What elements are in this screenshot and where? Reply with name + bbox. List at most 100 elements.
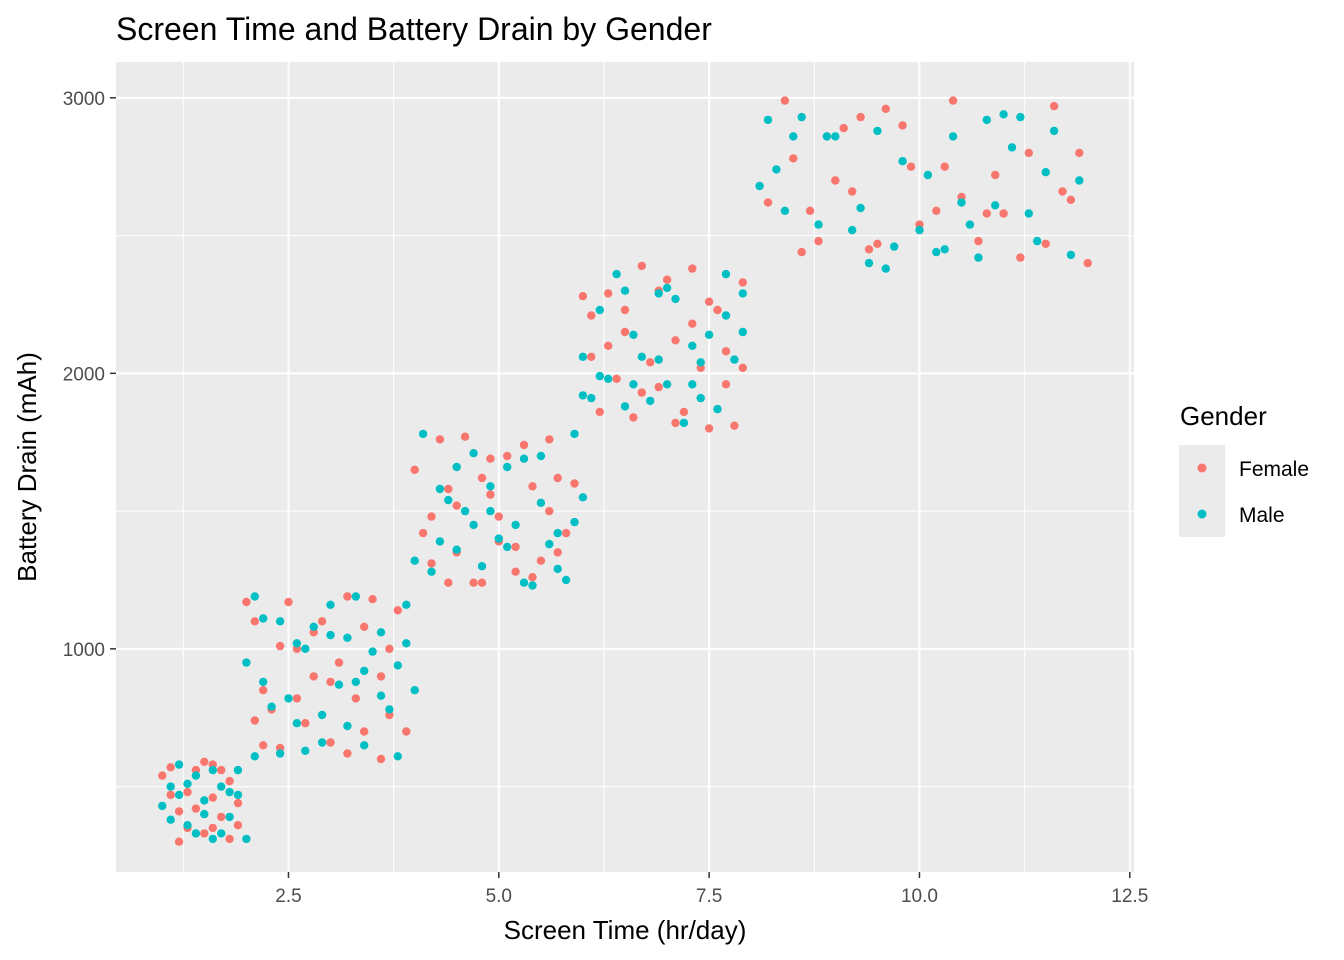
data-point-female: [738, 278, 747, 287]
data-point-female: [620, 305, 630, 315]
data-point-male: [477, 562, 487, 571]
data-point-female: [1058, 187, 1067, 196]
data-point-male: [890, 242, 899, 251]
data-point-female: [166, 790, 175, 800]
data-point-male: [738, 327, 747, 337]
data-point-female: [301, 719, 310, 728]
data-point-female: [1066, 195, 1076, 204]
data-point-male: [536, 498, 546, 507]
data-point-male: [275, 617, 285, 626]
data-point-female: [418, 528, 428, 538]
data-point-female: [317, 617, 327, 626]
data-point-male: [225, 787, 234, 797]
data-point-male: [360, 741, 369, 750]
data-point-female: [553, 548, 562, 557]
data-point-female: [233, 798, 243, 808]
data-point-male: [225, 812, 234, 822]
data-point-female: [250, 716, 259, 725]
data-point-male: [259, 614, 268, 623]
data-point-male: [923, 170, 933, 180]
data-point-male: [486, 482, 495, 491]
data-point-female: [376, 672, 386, 681]
data-point-male: [1033, 236, 1042, 246]
data-point-male: [317, 738, 327, 747]
data-point-female: [528, 482, 537, 491]
data-point-male: [730, 355, 739, 364]
x-axis-title: Screen Time (hr/day): [504, 915, 747, 945]
data-point-female: [620, 327, 630, 337]
data-point-female: [1041, 239, 1050, 248]
data-point-male: [1049, 126, 1059, 136]
data-point-female: [200, 829, 209, 838]
data-point-female: [873, 239, 882, 248]
data-point-male: [385, 705, 394, 714]
data-point-female: [528, 573, 537, 582]
data-point-male: [486, 506, 495, 516]
legend-label-male: Male: [1239, 504, 1285, 527]
chart-title: Screen Time and Battery Drain by Gender: [116, 11, 712, 47]
data-point-female: [679, 407, 689, 417]
data-point-male: [402, 639, 411, 648]
data-point-male: [780, 206, 790, 215]
data-point-male: [1066, 250, 1076, 260]
x-tick-label: 10.0: [901, 886, 938, 907]
data-point-male: [351, 592, 360, 601]
data-point-female: [503, 451, 512, 461]
data-point-female: [570, 479, 579, 488]
data-point-male: [503, 462, 512, 472]
data-point-male: [444, 495, 453, 505]
data-point-male: [460, 506, 470, 516]
data-point-male: [629, 330, 638, 339]
data-points: [158, 96, 1092, 846]
data-point-male: [822, 132, 832, 141]
data-point-female: [233, 821, 243, 830]
data-point-female: [604, 289, 613, 298]
data-point-male: [301, 746, 310, 755]
x-axis-ticks: 2.5 5.0 7.5 10.0 12.5: [275, 872, 1148, 907]
data-point-male: [578, 493, 588, 502]
data-point-female: [435, 435, 445, 444]
data-point-female: [814, 236, 823, 246]
data-point-male: [553, 528, 562, 538]
data-point-male: [612, 269, 621, 279]
legend-title: Gender: [1180, 401, 1267, 431]
data-point-male: [1075, 176, 1084, 185]
data-point-male: [671, 294, 680, 304]
data-point-female: [410, 465, 419, 474]
data-point-female: [940, 162, 949, 171]
data-point-male: [763, 115, 773, 125]
data-point-female: [1049, 101, 1059, 111]
data-point-male: [242, 658, 251, 667]
y-tick-label: 3000: [63, 89, 105, 110]
data-point-male: [654, 289, 663, 298]
data-point-male: [1041, 168, 1050, 177]
data-point-male: [343, 721, 352, 731]
data-point-male: [469, 520, 478, 530]
y-tick-label: 1000: [63, 640, 105, 661]
legend-marker-male: [1197, 509, 1207, 519]
data-point-female: [351, 694, 360, 703]
data-point-female: [402, 727, 411, 736]
data-point-female: [763, 198, 773, 207]
data-point-female: [452, 501, 461, 510]
data-point-female: [974, 236, 983, 246]
data-point-male: [208, 834, 217, 844]
data-point-male: [755, 181, 764, 191]
data-point-male: [1024, 209, 1034, 218]
data-point-female: [545, 506, 554, 516]
data-point-female: [612, 374, 621, 383]
data-point-female: [511, 542, 520, 552]
data-point-female: [444, 578, 453, 587]
data-point-male: [519, 454, 529, 463]
data-point-female: [932, 206, 941, 215]
data-point-female: [898, 121, 907, 130]
data-point-male: [587, 393, 596, 403]
data-point-male: [595, 305, 604, 315]
data-point-male: [275, 749, 285, 758]
data-point-male: [200, 809, 209, 819]
data-point-female: [805, 206, 815, 215]
data-point-male: [250, 752, 259, 761]
data-point-male: [174, 790, 184, 800]
data-point-female: [738, 363, 747, 372]
data-point-female: [368, 595, 377, 604]
